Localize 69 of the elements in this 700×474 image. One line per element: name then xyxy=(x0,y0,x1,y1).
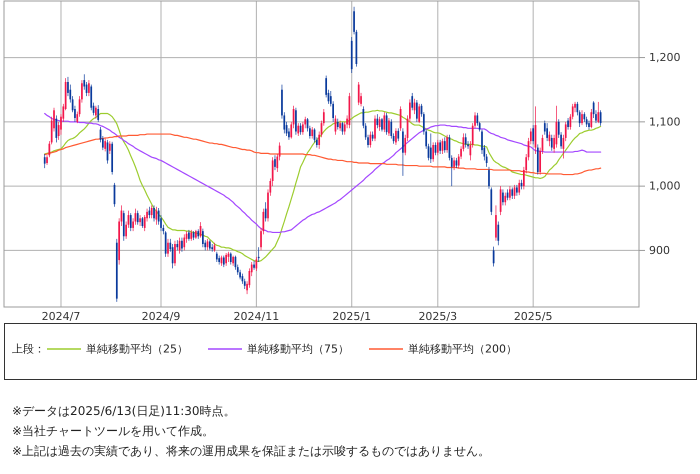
candlestick xyxy=(442,138,444,154)
candlestick xyxy=(178,237,180,254)
x-tick-label: 2025/3 xyxy=(418,310,458,323)
text: ※データは2025/6/13(日足)11:30時点。 xyxy=(12,404,236,418)
candlestick xyxy=(200,222,202,238)
candlestick xyxy=(300,122,302,136)
candlestick xyxy=(139,214,141,226)
candlestick xyxy=(264,202,267,222)
candlestick xyxy=(500,186,502,216)
candlestick xyxy=(174,240,176,266)
candlestick xyxy=(220,255,222,266)
candlestick xyxy=(502,189,504,206)
candlestick xyxy=(514,184,516,200)
candlestick xyxy=(400,106,402,132)
candlestick xyxy=(506,189,508,201)
candlestick xyxy=(414,98,416,114)
candlestick xyxy=(228,251,230,262)
x-tick-label: 2024/7 xyxy=(42,310,80,323)
legend-label: 単純移動平均（75） xyxy=(247,342,349,356)
candlestick xyxy=(334,115,336,136)
candlestick xyxy=(388,118,390,136)
candlestick xyxy=(597,102,600,124)
candlestick xyxy=(142,216,144,228)
candlestick xyxy=(106,140,108,164)
candlestick xyxy=(446,134,448,154)
candlestick xyxy=(520,179,522,190)
candlestick xyxy=(509,186,511,201)
candlestick xyxy=(548,131,550,147)
candlestick xyxy=(434,142,436,156)
candlestick xyxy=(206,238,208,251)
x-tick-label: 2024/9 xyxy=(142,310,180,323)
candlestick xyxy=(581,110,583,126)
text: ※上記は過去の実績であり、将来の運用成果を保証または示唆するものではありません。 xyxy=(12,444,490,458)
candlestick xyxy=(395,128,397,146)
y-tick-label: 1,100 xyxy=(649,115,680,128)
legend-label: 単純移動平均（200） xyxy=(408,342,517,356)
y-tick-label: 1,200 xyxy=(649,51,680,64)
x-tick-label: 2025/1 xyxy=(332,310,372,323)
candlestick xyxy=(453,156,455,170)
candlestick xyxy=(295,107,297,136)
candlestick xyxy=(167,238,169,258)
candlestick xyxy=(600,110,602,126)
candlestick xyxy=(197,228,200,240)
candlestick xyxy=(342,122,344,136)
candlestick xyxy=(232,255,234,266)
candlestick xyxy=(374,115,376,142)
y-tick-label: 1,000 xyxy=(649,180,680,193)
candlestick xyxy=(402,128,404,176)
candlestick xyxy=(274,154,276,170)
candlestick xyxy=(216,251,218,262)
candlestick xyxy=(188,230,190,242)
legend-title: 上段： xyxy=(12,342,45,356)
candlestick xyxy=(153,205,155,222)
text: ※当社チャートツールを用いて作成。 xyxy=(12,424,214,438)
x-tick-label: 2024/11 xyxy=(234,310,280,323)
candlestick xyxy=(108,140,111,154)
y-tick-label: 900 xyxy=(649,244,670,257)
candlestick xyxy=(456,158,458,168)
candlestick xyxy=(381,118,383,132)
candlestick xyxy=(88,80,90,96)
candlestick xyxy=(495,205,497,242)
legend-label: 単純移動平均（25） xyxy=(86,342,188,356)
x-tick-label: 2025/5 xyxy=(514,310,553,323)
candlestick xyxy=(114,182,116,208)
candlestick xyxy=(339,120,341,132)
candlestick xyxy=(534,106,536,154)
candlestick xyxy=(181,237,183,252)
candlestick xyxy=(567,118,569,130)
candlestick xyxy=(516,184,518,196)
